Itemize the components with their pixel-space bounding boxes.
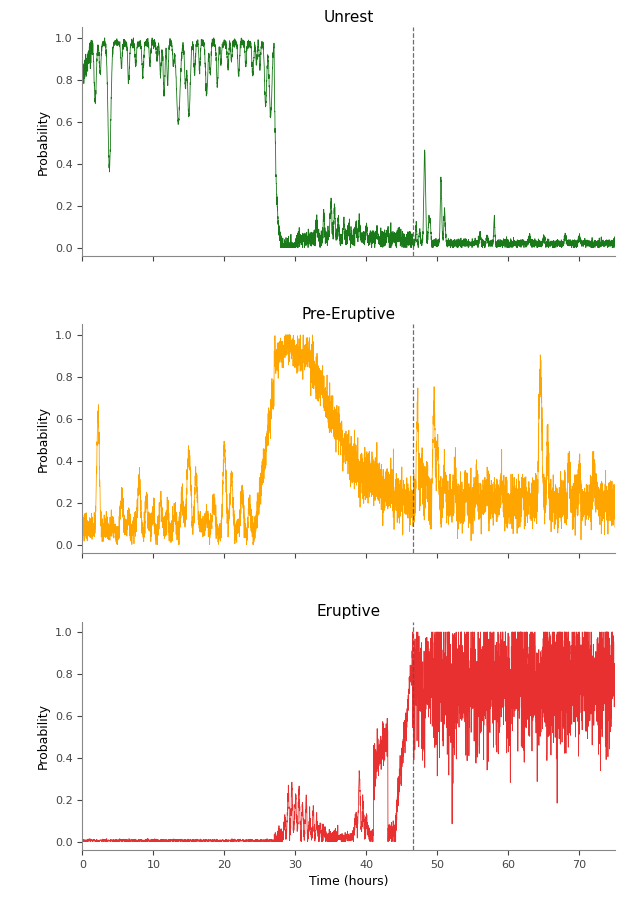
X-axis label: Time (hours): Time (hours) xyxy=(309,876,389,888)
Title: Eruptive: Eruptive xyxy=(316,604,381,619)
Title: Unrest: Unrest xyxy=(323,10,374,25)
Title: Pre-Eruptive: Pre-Eruptive xyxy=(302,307,396,322)
Y-axis label: Probability: Probability xyxy=(36,406,49,472)
Y-axis label: Probability: Probability xyxy=(36,703,49,769)
Y-axis label: Probability: Probability xyxy=(36,109,49,175)
